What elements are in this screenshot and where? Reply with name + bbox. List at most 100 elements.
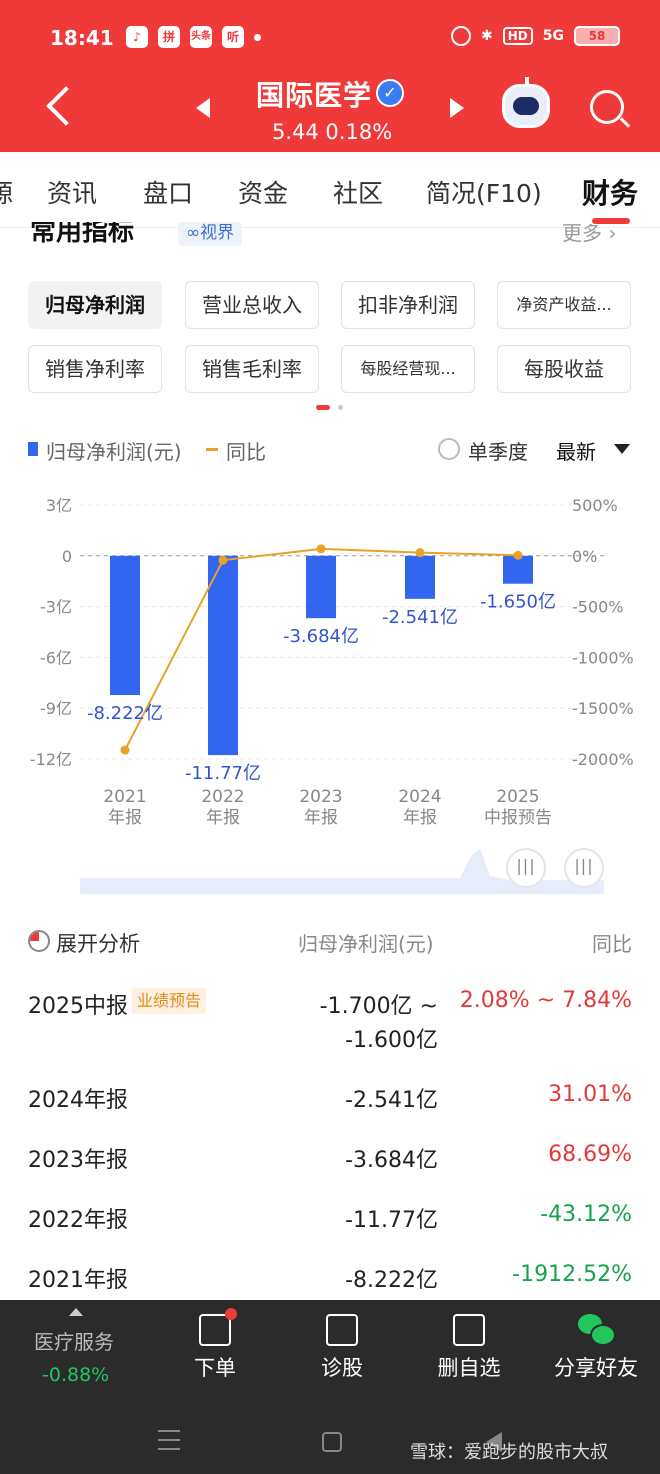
status-bar: 18:41 ♪ 拼 头条 听 ✱ HD 5G 58 [0, 18, 660, 58]
metric-net-profit[interactable]: 归母净利润 [28, 281, 162, 329]
page-indicator [338, 405, 343, 410]
row-yoy: -1912.52% [512, 1262, 632, 1287]
sector-name: 医疗服务 [34, 1330, 114, 1354]
left-tick-label: -3亿 [40, 598, 72, 617]
back-button[interactable] [38, 86, 78, 126]
tab-quote[interactable]: 盘口 [143, 179, 194, 208]
period-select[interactable]: 最新 [556, 440, 596, 464]
right-tick-label: 0% [572, 547, 597, 566]
tab-partial[interactable]: 源 [0, 179, 14, 208]
x-tick-period: 年报 [206, 808, 240, 828]
right-tick-label: 500% [572, 496, 618, 515]
x-tick-period: 中报预告 [484, 808, 552, 828]
bar-value-label: -2.541亿 [382, 607, 458, 628]
diagnose-button[interactable]: 诊股 [278, 1300, 406, 1410]
x-tick-period: 年报 [403, 808, 437, 828]
single-quarter-radio[interactable] [438, 438, 460, 460]
verified-icon: ✓ [376, 79, 404, 107]
row-yoy: -43.12% [540, 1202, 632, 1227]
bar [110, 555, 140, 696]
tab-funds[interactable]: 资金 [238, 179, 289, 208]
remove-watchlist-button[interactable]: 删自选 [406, 1300, 532, 1410]
scroller-preview [80, 848, 604, 894]
legend-line-label: 同比 [226, 440, 266, 464]
metric-net-margin[interactable]: 销售净利率 [28, 345, 162, 393]
shijie-badge[interactable]: ∞视界 [178, 222, 243, 246]
tab-f10[interactable]: 简况(F10) [426, 179, 542, 208]
x-tick-year: 2025 [496, 787, 539, 807]
row-value-2: -1.600亿 [345, 1028, 438, 1053]
scroller-right-handle[interactable] [564, 848, 604, 888]
legend-bar-swatch [28, 442, 38, 456]
metric-deducted-profit[interactable]: 扣非净利润 [341, 281, 475, 329]
yoy-point [120, 745, 130, 755]
row-value: -1.700亿 ~ [319, 994, 438, 1019]
legend-bar-label: 归母净利润(元) [46, 440, 182, 464]
bar-value-label: -11.77亿 [185, 763, 261, 784]
diagnose-icon [326, 1314, 358, 1346]
legend-line-swatch [206, 448, 218, 451]
ai-assistant-icon[interactable] [502, 77, 550, 128]
status-time: 18:41 [50, 26, 114, 50]
metric-revenue[interactable]: 营业总收入 [185, 281, 319, 329]
expand-analysis[interactable]: 展开分析 [56, 932, 140, 956]
row-value: -11.77亿 [345, 1208, 438, 1233]
tab-news[interactable]: 资讯 [47, 179, 98, 208]
remove-icon [453, 1314, 485, 1346]
listen-icon: 听 [222, 26, 244, 48]
more-notifications-icon [254, 34, 261, 41]
right-tick-label: -1500% [572, 699, 634, 718]
metric-eps[interactable]: 每股收益 [497, 345, 631, 393]
col-header-value: 归母净利润(元) [298, 932, 434, 956]
left-tick-label: 0 [62, 547, 72, 566]
tab-bar: 源 资讯 盘口 资金 社区 简况(F10) 财务 [0, 152, 660, 228]
bluetooth-icon: ✱ [481, 28, 493, 44]
scroller-left-handle[interactable] [506, 848, 546, 888]
tiktok-icon: ♪ [126, 26, 148, 48]
net-profit-chart: 3亿 0 -3亿 -6亿 -9亿 -12亿 500% 0% -500% -1000% -1500% -… [30, 496, 634, 828]
page-indicator-active [316, 405, 330, 410]
left-tick-label: -6亿 [40, 648, 72, 667]
menu-icon[interactable] [158, 1430, 180, 1450]
order-button[interactable]: 下单 [152, 1300, 278, 1410]
tab-active-indicator [592, 218, 630, 224]
bar [208, 555, 238, 756]
yoy-point [316, 544, 326, 554]
metric-ocf-per-share[interactable]: 每股经营现... [341, 345, 475, 393]
row-yoy: 2.08% ~ 7.84% [459, 988, 632, 1013]
chart-range-scroller[interactable] [80, 846, 604, 894]
right-tick-label: -1000% [572, 648, 634, 667]
chevron-down-icon[interactable] [614, 444, 630, 454]
row-value: -2.541亿 [345, 1088, 438, 1113]
watermark: 雪球：爱跑步的股市大叔 [410, 1442, 608, 1463]
x-tick-period: 年报 [108, 808, 142, 828]
sector-change: -0.88% [42, 1364, 110, 1386]
x-tick-year: 2023 [299, 787, 342, 807]
x-tick-year: 2021 [103, 787, 146, 807]
metric-gross-margin[interactable]: 销售毛利率 [185, 345, 319, 393]
back-icon[interactable] [486, 1432, 502, 1452]
right-tick-label: -2000% [572, 750, 634, 769]
home-icon[interactable] [322, 1432, 342, 1452]
status-apps: ♪ 拼 头条 听 [126, 26, 261, 48]
share-button[interactable]: 分享好友 [532, 1300, 660, 1410]
sector-info[interactable]: 医疗服务 -0.88% [0, 1300, 150, 1410]
bar [405, 555, 435, 599]
share-label: 分享好友 [554, 1356, 638, 1380]
tab-community[interactable]: 社区 [333, 179, 384, 208]
metric-roe[interactable]: 净资产收益... [497, 281, 631, 329]
bar [306, 555, 336, 619]
x-tick-year: 2024 [398, 787, 441, 807]
tab-finance[interactable]: 财务 [582, 177, 639, 210]
x-tick-period: 年报 [304, 808, 338, 828]
yoy-point [415, 548, 425, 558]
prev-stock-button[interactable] [196, 98, 210, 118]
next-stock-button[interactable] [450, 98, 464, 118]
search-icon[interactable] [590, 90, 624, 124]
order-label: 下单 [194, 1356, 236, 1380]
order-icon [199, 1314, 231, 1346]
single-quarter-label[interactable]: 单季度 [468, 440, 528, 464]
more-link[interactable]: 更多 › [562, 224, 617, 244]
section-title: 常用指标 [30, 222, 135, 247]
analysis-icon[interactable] [28, 930, 50, 952]
